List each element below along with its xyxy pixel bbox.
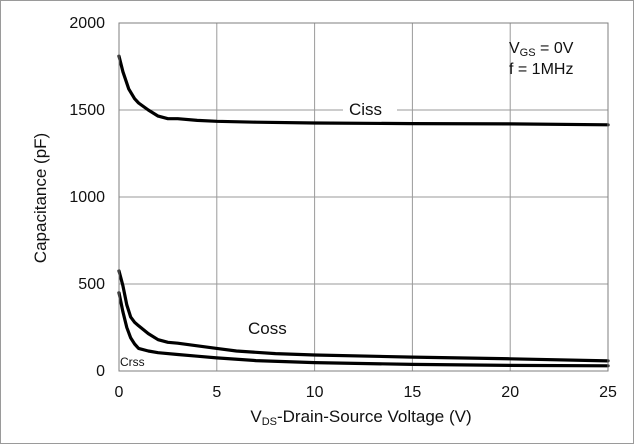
x-tick-label: 15: [404, 384, 422, 401]
x-tick-labels: 0 5 10 15 20 25: [115, 384, 617, 401]
y-tick-label: 2000: [69, 15, 105, 32]
x-axis-title-rest: -Drain-Source Voltage (V): [277, 407, 472, 426]
x-tick-label: 5: [212, 384, 221, 401]
x-tick-label: 0: [115, 384, 124, 401]
x-axis-title: VDS-Drain-Source Voltage (V): [250, 407, 471, 428]
x-tick-label: 25: [599, 384, 617, 401]
plot-border: [118, 22, 609, 372]
series-line-crss: [117, 291, 610, 368]
y-tick-labels: 0 500 1000 1500 2000: [69, 15, 105, 380]
y-tick-label: 1500: [69, 102, 105, 119]
ciss-label-bg: [343, 98, 397, 120]
y-tick-label: 0: [96, 363, 105, 380]
x-tick-label: 10: [306, 384, 324, 401]
crss-label: Crss: [120, 355, 145, 369]
freq-condition: f = 1MHz: [509, 61, 573, 78]
series-line-ciss: [117, 54, 610, 127]
series-line-coss: [117, 269, 610, 363]
ciss-label: Ciss: [349, 100, 382, 119]
x-tick-label: 20: [501, 384, 519, 401]
x-axis-title-sub: DS: [262, 416, 277, 428]
y-tick-label: 500: [78, 276, 105, 293]
vgs-rest: = 0V: [536, 40, 574, 57]
y-tick-label: 1000: [69, 189, 105, 206]
vgs-sub: GS: [520, 47, 536, 59]
curves: [117, 54, 610, 368]
y-axis-title: Capacitance (pF): [31, 133, 50, 263]
vgs-prefix: V: [509, 40, 520, 57]
coss-label: Coss: [248, 319, 287, 338]
vgs-condition: VGS = 0V: [509, 40, 574, 59]
x-axis-title-prefix: V: [250, 407, 262, 426]
